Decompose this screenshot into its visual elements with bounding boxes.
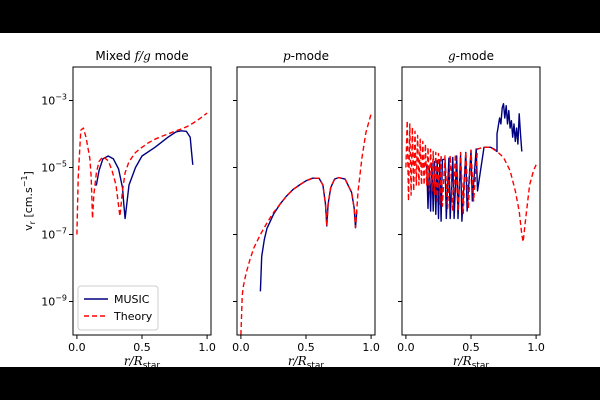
legend: MUSIC Theory <box>77 285 159 331</box>
x-tick-label: 0.5 <box>133 341 151 354</box>
x-axis-label: r/Rstar <box>288 354 325 367</box>
x-tick-label: 1.0 <box>198 341 216 354</box>
legend-label-theory: Theory <box>113 310 153 323</box>
legend-box <box>77 285 159 331</box>
axes-frame-panel-3 <box>401 66 541 336</box>
y-tick-label: 10−3 <box>41 93 67 108</box>
y-tick-label: 10−7 <box>41 227 67 242</box>
x-tick-label: 0.0 <box>232 341 250 354</box>
figure-canvas: 0.0 0.5 1.0 10−9 10−7 10−5 10−3 r/Rstar Mixed f/… <box>0 33 600 371</box>
series-theory-line-panel-2 <box>240 113 372 336</box>
x-tick-label: 0.5 <box>297 341 315 354</box>
series-music-line-panel-3 <box>426 102 523 222</box>
panel-title: g-mode <box>448 49 494 63</box>
y-axis-label: vr [cm.s−1] <box>20 171 37 231</box>
panel-3: 0.0 0.5 1.0 r/Rstar g-mode <box>397 49 545 371</box>
x-tick-label: 0.0 <box>68 341 86 354</box>
series-music-line-panel-2 <box>259 176 358 292</box>
panel-1: 0.0 0.5 1.0 10−9 10−7 10−5 10−3 r/Rstar Mixed f/… <box>41 49 216 371</box>
panel-2: 0.0 0.5 1.0 r/Rstar p-mode <box>232 49 380 371</box>
x-axis-label: r/Rstar <box>453 354 490 367</box>
x-tick-label: 1.0 <box>527 341 545 354</box>
series-music-line-panel-1 <box>95 130 194 220</box>
chart-svg: 0.0 0.5 1.0 10−9 10−7 10−5 10−3 r/Rstar Mixed f/… <box>20 49 545 371</box>
series-theory-line-panel-3 <box>405 119 537 243</box>
y-tick-label: 10−9 <box>41 294 67 309</box>
panel-title: p-mode <box>283 49 329 63</box>
panel-title: Mixed f/g mode <box>95 49 188 63</box>
x-tick-label: 0.0 <box>397 341 415 354</box>
y-tick-label: 10−5 <box>41 160 67 175</box>
axes-frame-panel-2 <box>236 66 376 336</box>
x-axis-label: r/Rstar <box>124 354 161 367</box>
x-tick-label: 0.5 <box>462 341 480 354</box>
x-tick-label: 1.0 <box>362 341 380 354</box>
series-theory-line-panel-1 <box>76 112 208 235</box>
legend-label-music: MUSIC <box>114 293 150 306</box>
